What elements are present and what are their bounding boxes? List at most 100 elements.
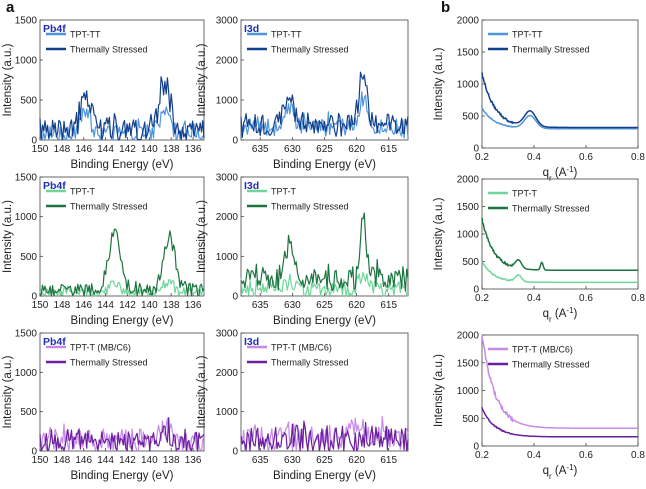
- y-tick-label: 1000: [216, 407, 239, 418]
- series-line: [39, 76, 205, 141]
- x-tick-label: 615: [380, 455, 397, 466]
- x-tick-label: 630: [284, 144, 301, 155]
- chart-b3: 0.2 0.4 0.6 0.8 0 500 1000 1500 2000 qr (A-1) Inte…: [433, 331, 645, 481]
- x-tick-label: 146: [75, 144, 92, 155]
- y-tick-label: 2000: [216, 212, 239, 223]
- y-tick-label: 2000: [216, 56, 239, 67]
- x-tick-label: 138: [163, 455, 180, 466]
- chart-a11: 150 148 146 144 142 140 138 136 0 500 1000 1500 Bind…: [2, 16, 205, 171]
- series-line: [39, 417, 205, 452]
- x-tick-label: 0.4: [527, 152, 541, 163]
- x-tick-label: 635: [252, 144, 269, 155]
- x-tick-label: 148: [54, 455, 71, 466]
- y-tick-label: 0: [473, 442, 479, 453]
- legend-label: TPT-T (MB/C6): [512, 345, 573, 355]
- y-tick-label: 1000: [15, 56, 38, 67]
- y-tick-label: 0: [232, 447, 238, 458]
- panel-title: Pb4f: [43, 23, 66, 35]
- y-tick-label: 2000: [216, 368, 239, 379]
- x-tick-label: 0.2: [475, 450, 489, 461]
- x-tick-label: 0.6: [579, 152, 593, 163]
- y-tick-label: 1500: [457, 48, 480, 59]
- x-tick-label: 142: [119, 300, 136, 311]
- y-tick-label: 500: [462, 112, 479, 123]
- x-axis-label: Binding Energy (eV): [273, 315, 376, 327]
- series-line: [481, 334, 639, 429]
- y-tick-label: 1000: [457, 230, 480, 241]
- legend-label: TPT-TT: [70, 30, 101, 40]
- y-tick-label: 1500: [15, 329, 38, 340]
- y-tick-label: 1500: [15, 173, 38, 184]
- y-tick-label: 1500: [457, 202, 480, 213]
- x-axis-label: Binding Energy (eV): [273, 470, 376, 482]
- x-tick-label: 142: [119, 455, 136, 466]
- series-line: [481, 107, 639, 130]
- legend-label: TPT-TT: [271, 30, 302, 40]
- x-tick-label: 0.6: [579, 450, 593, 461]
- x-tick-label: 146: [75, 300, 92, 311]
- x-tick-label: 0.8: [631, 293, 645, 304]
- y-axis-label: Intensity (a.u.): [196, 355, 208, 428]
- x-tick-label: 148: [54, 300, 71, 311]
- x-axis-label: Binding Energy (eV): [71, 315, 174, 327]
- x-tick-label: 0.4: [527, 450, 541, 461]
- y-tick-label: 1000: [457, 386, 480, 397]
- legend-label: TPT-T: [70, 187, 95, 197]
- y-tick-label: 3000: [216, 173, 239, 184]
- x-tick-label: 635: [252, 455, 269, 466]
- legend-label: TPT-T (MB/C6): [70, 343, 131, 353]
- legend-label: Thermally Stressed: [271, 358, 349, 368]
- x-tick-label: 150: [32, 455, 49, 466]
- y-axis-label: Intensity (a.u.): [196, 43, 208, 116]
- x-axis-label: qr (A-1): [543, 306, 578, 324]
- x-tick-label: 140: [141, 300, 158, 311]
- y-tick-label: 1000: [457, 80, 480, 91]
- x-axis-label: Binding Energy (eV): [71, 470, 174, 482]
- series-line: [481, 407, 639, 438]
- legend-label: Thermally Stressed: [70, 45, 148, 55]
- x-tick-label: 620: [348, 144, 365, 155]
- y-tick-label: 500: [462, 414, 479, 425]
- y-axis-label: Intensity (a.u.): [2, 355, 14, 428]
- x-tick-label: 0.8: [631, 450, 645, 461]
- x-tick-label: 144: [97, 144, 114, 155]
- y-tick-label: 500: [20, 252, 37, 263]
- y-axis-label: Intensity (a.u.): [196, 200, 208, 273]
- y-tick-label: 0: [31, 447, 37, 458]
- y-axis-label: Intensity (a.u.): [433, 197, 445, 270]
- x-tick-label: 615: [380, 144, 397, 155]
- x-tick-label: 0.6: [579, 293, 593, 304]
- y-axis-label: Intensity (a.u.): [2, 43, 14, 116]
- chart-a31: 150 148 146 144 142 140 138 136 0 500 1000 1500 Bind…: [2, 329, 205, 482]
- series-line: [481, 261, 639, 284]
- x-tick-label: 144: [97, 300, 114, 311]
- y-tick-label: 3000: [216, 329, 239, 340]
- x-tick-label: 625: [316, 455, 333, 466]
- series-line: [240, 71, 409, 138]
- series-line: [240, 415, 409, 451]
- series-line: [39, 228, 205, 297]
- x-tick-label: 615: [380, 300, 397, 311]
- plot-frame: [39, 176, 205, 297]
- chart-a32: 635 630 625 620 615 0 1000 2000 3000 Binding Ener…: [196, 329, 409, 482]
- x-axis-label: Binding Energy (eV): [71, 159, 174, 171]
- x-tick-label: 630: [284, 455, 301, 466]
- x-axis-label: qr (A-1): [543, 463, 578, 481]
- y-tick-label: 0: [473, 285, 479, 296]
- y-tick-label: 1000: [216, 96, 239, 107]
- x-tick-label: 625: [316, 300, 333, 311]
- legend-label: Thermally Stressed: [271, 202, 349, 212]
- legend-label: Thermally Stressed: [70, 358, 148, 368]
- chart-b1: 0.2 0.4 0.6 0.8 0 500 1000 1500 2000 qr (A-1) Inte…: [433, 16, 645, 183]
- x-tick-label: 620: [348, 455, 365, 466]
- panel-title: Pb4f: [43, 336, 66, 348]
- legend-label: Thermally Stressed: [271, 45, 349, 55]
- y-tick-label: 1500: [457, 358, 480, 369]
- x-tick-label: 620: [348, 300, 365, 311]
- chart-a21: 150 148 146 144 142 140 138 136 0 500 1000 1500 Bind…: [2, 173, 205, 327]
- y-tick-label: 1000: [15, 212, 38, 223]
- x-tick-label: 138: [163, 144, 180, 155]
- x-tick-label: 140: [141, 455, 158, 466]
- legend-label: TPT-T: [512, 189, 537, 199]
- x-tick-label: 136: [185, 144, 202, 155]
